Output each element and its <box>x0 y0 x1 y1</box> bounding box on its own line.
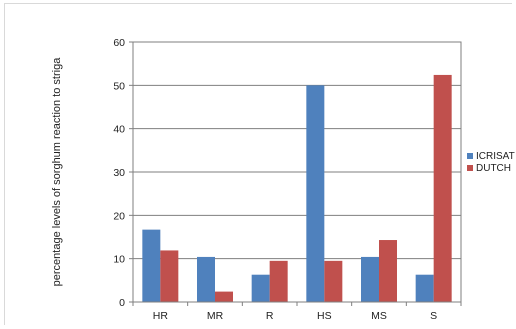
y-tick-label: 0 <box>119 297 125 309</box>
legend-swatch-dutch <box>467 165 473 171</box>
bar-dutch-ms <box>379 240 397 302</box>
gridlines <box>133 41 461 303</box>
bar-dutch-hr <box>160 250 179 302</box>
x-tick-label-hs: HS <box>317 310 332 322</box>
x-tick-label-r: R <box>266 310 274 322</box>
bar-dutch-hs <box>324 260 343 302</box>
y-tick-label: 60 <box>113 37 125 49</box>
bar-icrisat-r <box>251 274 270 302</box>
y-tick-label: 20 <box>113 210 125 222</box>
y-tick-label: 50 <box>113 80 125 92</box>
bar-icrisat-mr <box>197 256 215 302</box>
y-tick-label: 30 <box>113 167 125 179</box>
x-tick-label-mr: MR <box>207 310 224 322</box>
bar-icrisat-ms <box>361 256 379 302</box>
axes <box>129 41 462 306</box>
legend-label-dutch: DUTCH <box>476 163 511 174</box>
chart-frame <box>4 3 512 325</box>
bar-icrisat-hs <box>306 85 325 302</box>
bar-dutch-mr <box>215 291 233 302</box>
y-axis-label: percentage levels of sorghum reaction to… <box>51 57 63 287</box>
legend-swatch-icrisat <box>467 153 473 159</box>
legend-label-icrisat: ICRISAT <box>476 151 515 162</box>
y-tick-labels: 0 10 20 30 40 50 60 <box>113 37 125 309</box>
y-tick-label: 40 <box>113 124 125 136</box>
x-tick-labels: HR MR R HS MS S <box>153 310 437 322</box>
x-tick-label-hr: HR <box>153 310 169 322</box>
bar-dutch-r <box>269 260 288 302</box>
bar-icrisat-hr <box>142 229 161 302</box>
bars <box>142 74 452 302</box>
x-tick-label-ms: MS <box>371 310 387 322</box>
y-tick-label: 10 <box>113 254 125 266</box>
bar-dutch-s <box>433 74 452 302</box>
x-tick-label-s: S <box>430 310 437 322</box>
bar-icrisat-s <box>415 274 434 302</box>
